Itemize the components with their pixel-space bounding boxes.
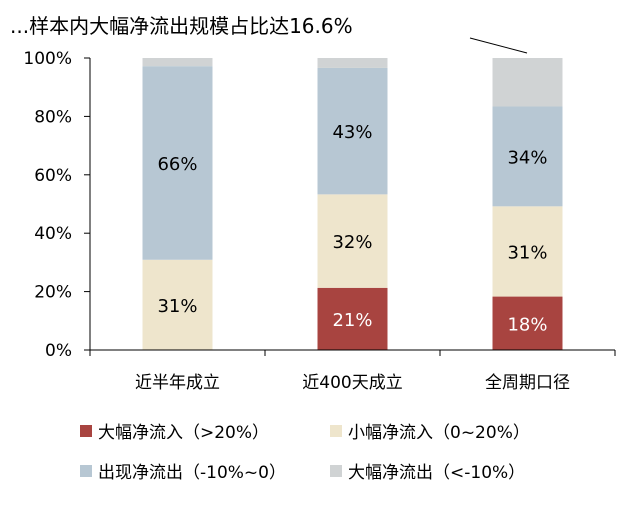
axes-layer: 0% 20% 40% 60% 80% 100% 近半年成立 近400天成立 全周期口径 (23, 49, 616, 393)
title-callout-line (469, 37, 528, 54)
y-tick-label: 20% (34, 283, 72, 303)
legend-label: 大幅净流入（>20%） (98, 423, 270, 443)
bar-segment (317, 58, 388, 68)
bar-data-label: 18% (507, 314, 547, 335)
bar-data-label: 32% (332, 232, 372, 253)
bar-data-label: 66% (157, 154, 197, 175)
bar-segment (317, 287, 388, 350)
legend-item: 出现净流出（-10%~0） (80, 458, 286, 483)
legend-item: 大幅净流出（<-10%） (330, 458, 525, 483)
bar-data-label: 34% (507, 147, 547, 168)
y-tick-label: 0% (45, 341, 72, 361)
legend-item: 小幅净流入（0~20%） (330, 418, 530, 443)
x-category-label: 全周期口径 (485, 373, 570, 393)
bar-data-label: 31% (157, 296, 197, 317)
legend-swatch (80, 464, 92, 477)
y-tick-label: 40% (34, 224, 72, 244)
legend-label: 出现净流出（-10%~0） (98, 463, 286, 483)
bar-data-label: 21% (332, 310, 372, 331)
bar-segment (317, 194, 388, 288)
chart-title: ...样本内大幅净流出规模占比达16.6% (10, 14, 353, 38)
legend-swatch (330, 464, 342, 477)
bar-segment (492, 58, 563, 107)
bar-data-label: 43% (332, 122, 372, 143)
legend-swatch (80, 424, 92, 437)
bar-data-label: 31% (507, 242, 547, 263)
bar-segment (492, 106, 563, 207)
legend-label: 小幅净流入（0~20%） (348, 423, 530, 443)
bars-layer: 31% 66% 21% 32% 43% 18% 31% 34% (142, 58, 563, 350)
legend-label: 大幅净流出（<-10%） (348, 463, 526, 483)
x-category-label: 近400天成立 (302, 373, 402, 393)
bar-segment (142, 66, 213, 260)
bar-segment (142, 58, 213, 67)
y-tick-label: 60% (34, 166, 72, 186)
bar-segment (317, 67, 388, 195)
legend: 大幅净流入（>20%） 小幅净流入（0~20%） 出现净流出（-10%~0） 大幅净流… (80, 418, 640, 498)
legend-swatch (330, 424, 342, 437)
x-category-label: 近半年成立 (135, 373, 220, 393)
bar-segment (492, 206, 563, 297)
legend-item: 大幅净流入（>20%） (80, 418, 269, 443)
y-tick-label: 80% (34, 107, 72, 127)
bar-segment (142, 259, 213, 350)
y-tick-label: 100% (23, 49, 72, 69)
bar-segment (492, 296, 563, 350)
